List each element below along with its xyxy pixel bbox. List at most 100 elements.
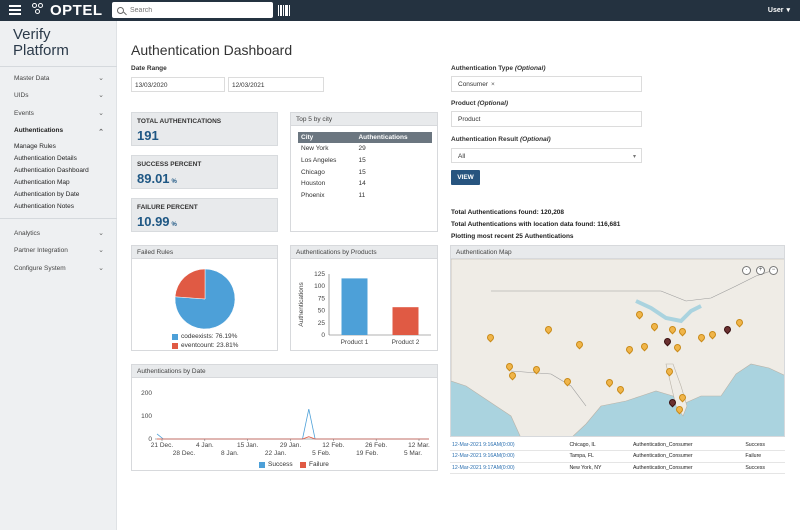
table-row[interactable]: 12-Mar-2021 9:17AM(0:00) New York, NY Au… [450, 462, 785, 474]
hamburger-menu-icon[interactable] [9, 5, 21, 16]
table-row: Los Angeles 15 [298, 155, 432, 167]
panel-title: Authentications by Date [132, 365, 437, 378]
panel-title: Authentications by Products [291, 246, 437, 259]
x-tick-label: 4 Jan. [196, 442, 214, 449]
stat-failure-percent: FAILURE PERCENT 10.99% [131, 198, 278, 232]
legend-swatch [172, 333, 178, 340]
x-tick-label: 21 Dec. [151, 442, 174, 449]
user-menu[interactable]: User [768, 6, 790, 14]
sidebar-item-label: Master Data [14, 75, 50, 82]
stat-success-percent: SUCCESS PERCENT 89.01% [131, 155, 278, 189]
sidebar-item-analytics[interactable]: Analytics ⌄ [14, 230, 104, 237]
column-header: City [298, 132, 356, 143]
x-tick-label: 8 Jan. [221, 450, 239, 457]
datetime-link[interactable]: 12-Mar-2021 9:16AM(0:00) [450, 450, 568, 463]
pie-slice [174, 268, 206, 300]
legend-item: codeexists: 76.19% [172, 333, 237, 340]
failed-rules-pie-chart [174, 268, 236, 330]
location-cell: Tampa, FL [567, 450, 631, 463]
land-shape [451, 258, 784, 436]
sidebar-item-master-data[interactable]: Master Data ⌄ [14, 75, 104, 82]
optional-text: (Optional) [514, 65, 546, 72]
divider [0, 218, 117, 219]
by-date-line-chart: 0 100 200 21 Dec. 4 Jan. 15 Jan. 29 Jan. 12 Feb… [141, 390, 430, 457]
sidebar-subitem-authentication-notes[interactable]: Authentication Notes [14, 203, 74, 210]
sidebar-item-uids[interactable]: UIDs ⌄ [14, 92, 104, 99]
x-tick-label: 12 Mar. [408, 442, 430, 449]
authentication-map[interactable]: Authentication Map · + − [450, 245, 785, 437]
chevron-down-icon: ⌄ [98, 92, 104, 99]
logo-mark-icon [32, 3, 46, 17]
stat-value: 89.01% [137, 171, 177, 186]
sidebar-subitem-authentication-details[interactable]: Authentication Details [14, 155, 77, 162]
map-settings-icon[interactable]: · [742, 266, 751, 275]
search-icon [117, 6, 124, 14]
y-tick-label: 100 [141, 413, 152, 420]
sidebar-item-label: Configure System [14, 265, 66, 272]
legend-label: codeexists: 76.19% [181, 333, 238, 340]
table-row: New York 29 [298, 143, 432, 155]
count-cell: 11 [358, 192, 366, 200]
mexico-border [510, 370, 587, 407]
chevron-down-icon: ⌄ [98, 230, 104, 237]
dropdown-caret-icon: ▾ [632, 154, 636, 160]
x-tick-label: Product 2 [392, 339, 420, 346]
series-line-failure [157, 436, 429, 440]
zoom-in-button[interactable]: + [756, 266, 765, 275]
table-row: Phoenix 11 [298, 190, 432, 202]
x-tick-label: 26 Feb. [365, 442, 387, 449]
sidebar-item-events[interactable]: Events ⌄ [14, 110, 104, 117]
date-to-field[interactable]: 12/03/2021 [228, 77, 324, 92]
stat-unit: % [171, 222, 177, 228]
plotting-text: Plotting most recent 25 Authentications [451, 233, 574, 240]
optel-logo[interactable]: OPTEL [32, 2, 103, 19]
sidebar-subitem-authentication-by-date[interactable]: Authentication by Date [14, 191, 80, 198]
stat-title: TOTAL AUTHENTICATIONS [137, 118, 222, 125]
sidebar-item-authentications[interactable]: Authentications ⌃ [14, 127, 104, 136]
result-select[interactable]: All ▾ [451, 148, 642, 163]
sidebar: Verify Platform Master Data ⌄ UIDs ⌄ Eve… [0, 21, 117, 530]
column-header: Authentications [355, 132, 432, 143]
legend-label: eventcount: 23.81% [181, 342, 239, 349]
table-row[interactable]: 12-Mar-2021 9:16AM(0:00) Tampa, FL Authe… [450, 450, 785, 463]
legend-label: Failure [309, 461, 329, 468]
search-box[interactable] [112, 2, 273, 18]
sidebar-item-partner-integration[interactable]: Partner Integration ⌄ [14, 247, 104, 254]
by-products-panel: Authentications by Products 0 25 50 75 100 12… [290, 245, 438, 351]
count-cell: 15 [358, 157, 366, 165]
sidebar-subitem-authentication-map[interactable]: Authentication Map [14, 179, 70, 186]
chip-remove-icon[interactable]: × [490, 81, 495, 88]
zoom-out-button[interactable]: − [769, 266, 778, 275]
great-lakes [635, 299, 702, 324]
top-bar: OPTEL User [0, 0, 800, 21]
top5-panel: Top 5 by city City Authentications New Y… [290, 112, 438, 232]
y-tick-label: 125 [314, 271, 325, 278]
sidebar-item-configure-system[interactable]: Configure System ⌄ [14, 265, 104, 272]
legend-item: Success [259, 461, 293, 468]
bar [341, 278, 368, 335]
search-input[interactable] [130, 6, 270, 14]
x-tick-label: 5 Feb. [312, 450, 331, 457]
sidebar-subitem-manage-rules[interactable]: Manage Rules [14, 143, 56, 150]
city-cell: Houston [301, 180, 326, 188]
view-button[interactable]: VIEW [451, 170, 480, 185]
auth-type-label-text: Authentication Type [451, 65, 513, 72]
panel-title: Failed Rules [132, 246, 277, 259]
stat-number: 10.99 [137, 214, 170, 229]
by-date-panel: Authentications by Date 0 100 200 21 Dec. 4 … [131, 364, 438, 471]
datetime-link[interactable]: 12-Mar-2021 9:17AM(0:00) [450, 462, 568, 474]
y-tick-label: 0 [148, 436, 152, 443]
date-from-field[interactable]: 13/03/2020 [131, 77, 225, 92]
stat-value: 191 [137, 128, 161, 143]
y-tick-label: 0 [321, 332, 325, 339]
x-tick-label: Product 1 [341, 339, 369, 346]
datetime-link[interactable]: 12-Mar-2021 9:16AM(0:00) [450, 439, 568, 451]
chip-label: Consumer [458, 81, 488, 88]
sidebar-subitem-authentication-dashboard[interactable]: Authentication Dashboard [14, 167, 89, 174]
chevron-down-icon: ⌄ [98, 75, 104, 82]
table-row[interactable]: 12-Mar-2021 9:16AM(0:00) Chicago, IL Aut… [450, 439, 785, 451]
barcode-scan-icon[interactable] [278, 5, 291, 16]
product-field[interactable]: Product [451, 111, 642, 127]
stat-total-authentications: TOTAL AUTHENTICATIONS 191 [131, 112, 278, 146]
auth-type-select[interactable]: Consumer × [451, 76, 642, 92]
